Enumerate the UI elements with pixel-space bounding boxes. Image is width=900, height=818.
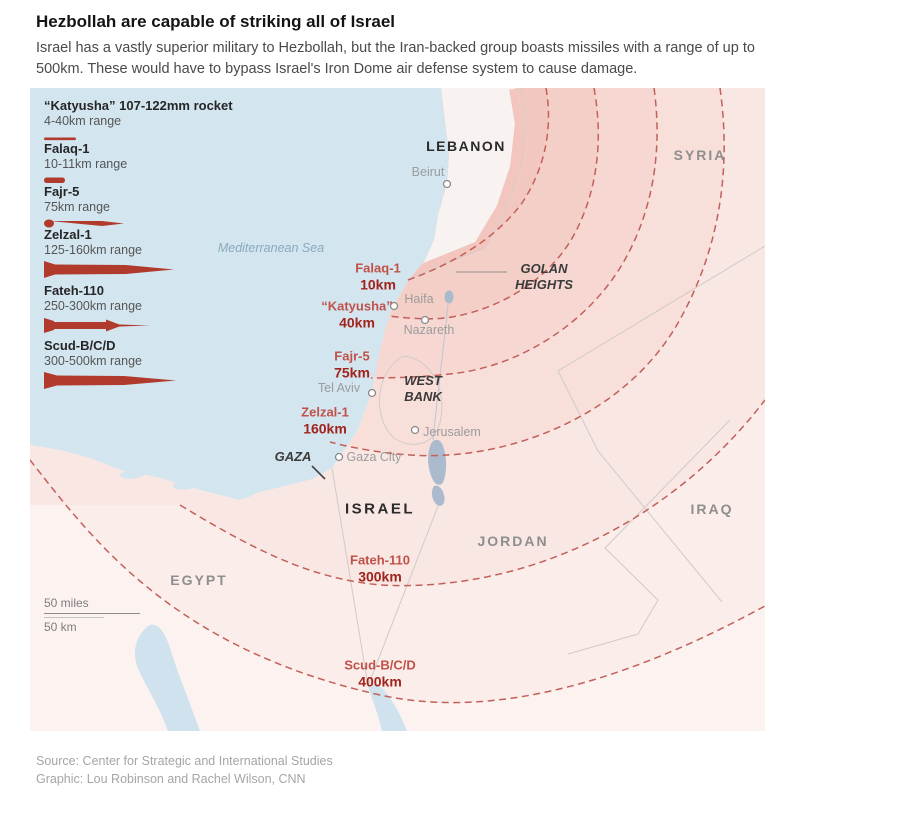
range-callout-scud: Scud-B/C/D 400km — [344, 657, 416, 690]
city-label-tel-aviv: Tel Aviv — [317, 381, 361, 395]
legend-item-falaq: Falaq-1 10-11km range — [44, 141, 127, 189]
page-title: Hezbollah are capable of striking all of… — [36, 12, 396, 31]
range-callout-katyusha: “Katyusha” 40km — [321, 298, 393, 331]
beirut-marker — [442, 179, 452, 189]
range-value: 300km — [358, 568, 402, 585]
dead-sea-south — [431, 485, 445, 506]
arc-10km — [407, 88, 550, 281]
scud-missile-icon — [44, 372, 176, 389]
legend-name: “Katyusha” 107-122mm rocket — [44, 98, 233, 113]
city-label-nazareth: Nazareth — [403, 323, 455, 337]
legend-item-fateh: Fateh-110 250-300km range — [44, 283, 150, 339]
legend-name: Zelzal-1 — [44, 227, 92, 242]
scale-miles-line — [44, 613, 140, 614]
katyusha-line-icon — [44, 137, 76, 141]
range-name: Falaq-1 — [355, 260, 401, 276]
legend-range: 75km range — [44, 200, 111, 214]
tel-aviv-marker — [367, 388, 377, 398]
legend-name: Fateh-110 — [44, 283, 104, 298]
country-borders — [331, 88, 765, 687]
credit-line: Graphic: Lou Robinson and Rachel Wilson,… — [36, 772, 306, 787]
scale-km-line — [44, 617, 104, 618]
source-line: Source: Center for Strategic and Interna… — [36, 754, 333, 768]
basemap-svg — [30, 88, 765, 731]
legend-item-fajr: Fajr-5 75km range — [44, 184, 124, 234]
city-label-jerusalem: Jerusalem — [423, 425, 481, 439]
legend-range: 4-40km range — [44, 114, 122, 128]
legend-item-zelzal: Zelzal-1 125-160km range — [44, 227, 174, 283]
gulf-of-suez — [134, 624, 200, 731]
range-callout-fateh: Fateh-110 300km — [350, 552, 410, 585]
legend-item-scud: Scud-B/C/D 300-500km range — [44, 338, 176, 394]
city-label-gaza-city: Gaza City — [346, 450, 402, 464]
arc-300km — [179, 399, 765, 587]
legend-range: 10-11km range — [44, 157, 128, 171]
range-value: 400km — [358, 673, 402, 690]
fajr-missile-icon — [44, 219, 124, 228]
scale-bar: 50 miles 50 km — [44, 596, 140, 634]
range-name: Scud-B/C/D — [344, 657, 416, 673]
legend-range: 125-160km range — [44, 243, 142, 257]
map-area: “Katyusha” 107-122mm rocket 4-40km range… — [30, 88, 765, 731]
arc-160km — [329, 88, 725, 457]
footer-credits: Source: Center for Strategic and Interna… — [36, 752, 333, 788]
range-name: Fajr-5 — [334, 348, 370, 364]
scale-km-label: 50 km — [44, 620, 77, 634]
legend-item-katyusha: “Katyusha” 107-122mm rocket 4-40km range — [44, 98, 233, 146]
country-label-lebanon: LEBANON — [426, 138, 506, 154]
inland-waters — [428, 290, 454, 506]
legend-name: Scud-B/C/D — [44, 338, 116, 353]
sea-of-galilee — [444, 290, 454, 304]
scale-miles-label: 50 miles — [44, 596, 89, 610]
zelzal-missile-icon — [44, 261, 174, 278]
country-label-syria: SYRIA — [673, 147, 727, 163]
arc-400km — [30, 459, 765, 704]
region-label-west-bank: WEST BANK — [404, 372, 442, 404]
sea-label: Mediterranean Sea — [217, 240, 325, 255]
range-callout-zelzal: Zelzal-1 160km — [301, 404, 349, 437]
dead-sea — [428, 439, 447, 485]
page-subtitle: Israel has a vastly superior military to… — [36, 40, 755, 78]
legend-range: 250-300km range — [44, 299, 142, 313]
country-label-jordan: JORDAN — [477, 533, 549, 549]
region-label-gaza: GAZA — [274, 448, 312, 464]
lebanon-landmass — [410, 88, 527, 278]
country-label-egypt: EGYPT — [170, 572, 228, 588]
haifa-marker — [389, 301, 399, 311]
legend-range: 300-500km range — [44, 354, 142, 368]
range-value: 40km — [339, 314, 375, 331]
legend-name: Fajr-5 — [44, 184, 80, 199]
nazareth-marker — [420, 315, 430, 325]
range-callout-falaq: Falaq-1 10km — [355, 260, 401, 293]
gaza-pointer-line — [311, 465, 326, 480]
country-label-israel: ISRAEL — [344, 500, 416, 518]
legend-name: Falaq-1 — [44, 141, 90, 156]
fateh-missile-icon — [44, 318, 150, 333]
falaq-bar-icon — [44, 177, 65, 183]
city-label-haifa: Haifa — [404, 292, 434, 306]
jerusalem-marker — [410, 425, 420, 435]
range-name: Fateh-110 — [350, 552, 410, 568]
range-value: 10km — [360, 276, 396, 293]
country-label-iraq: IRAQ — [690, 501, 734, 517]
city-label-beirut: Beirut — [411, 165, 445, 179]
range-name: Zelzal-1 — [301, 404, 349, 420]
city-markers — [334, 179, 452, 462]
gaza-city-marker — [334, 452, 344, 462]
range-name: “Katyusha” — [321, 298, 393, 314]
range-value: 75km — [334, 364, 370, 381]
arc-75km — [370, 88, 658, 379]
range-callout-fajr: Fajr-5 75km — [334, 348, 370, 381]
region-label-golan-heights: GOLAN HEIGHTS — [515, 260, 573, 292]
range-value: 160km — [303, 420, 347, 437]
